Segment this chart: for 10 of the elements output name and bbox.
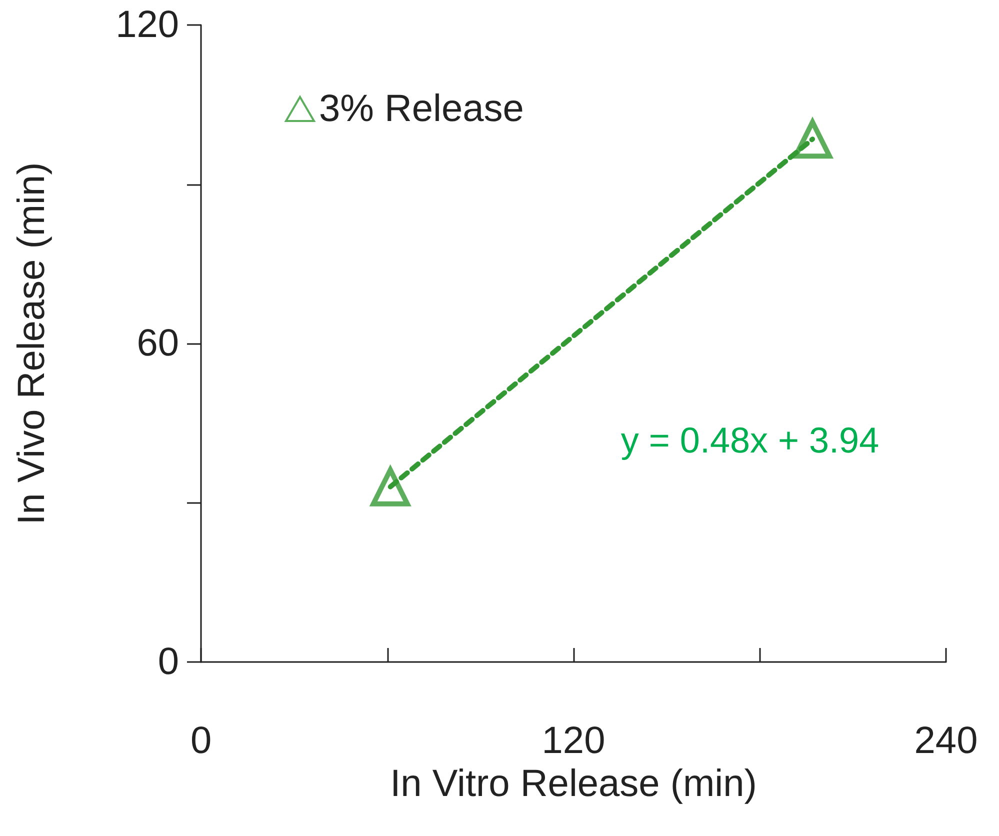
x-tick-label: 240: [914, 720, 978, 762]
legend-label: 3% Release: [319, 88, 524, 130]
annotation: y = 0.48x + 3.94: [620, 420, 880, 460]
y-axis-title: In Vivo Release (min): [11, 162, 53, 525]
y-tick-label: 60: [136, 322, 179, 364]
y-tick-label: 120: [116, 4, 179, 46]
x-axis-title: In Vitro Release (min): [390, 762, 757, 805]
x-tick-label: 0: [190, 720, 212, 762]
y-tick-label: 0: [158, 641, 179, 683]
x-tick-label: 120: [542, 720, 606, 762]
